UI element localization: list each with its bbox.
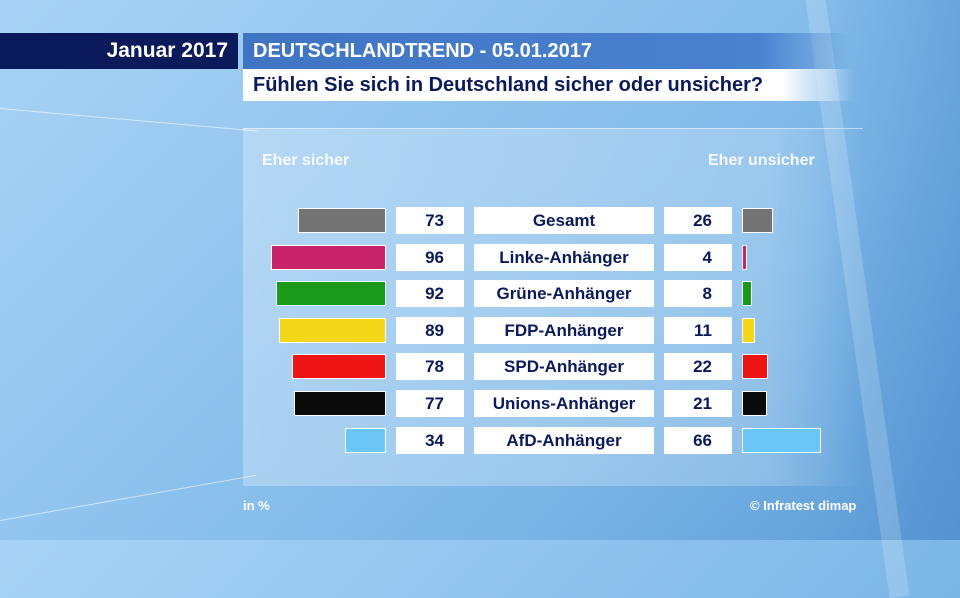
background-line [0, 474, 257, 521]
left-column-label: Eher sicher [262, 152, 350, 169]
value-sicher: 96 [396, 244, 464, 271]
chart-row: 78 SPD-Anhänger 22 [0, 353, 960, 380]
value-sicher: 89 [396, 317, 464, 344]
bar-sicher [292, 354, 386, 379]
bar-unsicher [742, 318, 756, 343]
chart-row: 89 FDP-Anhänger 11 [0, 317, 960, 344]
source-note: © Infratest dimap [750, 498, 857, 513]
bar-unsicher [742, 354, 769, 379]
value-unsicher: 8 [664, 280, 732, 307]
bar-unsicher [742, 281, 752, 306]
question-title: Fühlen Sie sich in Deutschland sicher od… [243, 69, 855, 101]
bar-sicher [270, 245, 386, 270]
bar-sicher [275, 281, 386, 306]
bar-unsicher [742, 208, 774, 233]
bar-sicher [279, 318, 386, 343]
chart-row: 77 Unions-Anhänger 21 [0, 390, 960, 417]
value-unsicher: 66 [664, 427, 732, 454]
value-sicher: 73 [396, 207, 464, 234]
bar-unsicher [742, 391, 768, 416]
value-sicher: 77 [396, 390, 464, 417]
background-line [0, 108, 260, 132]
value-unsicher: 4 [664, 244, 732, 271]
chart-row: 73 Gesamt 26 [0, 207, 960, 234]
chart-panel [243, 128, 863, 486]
chart-row: 34 AfD-Anhänger 66 [0, 427, 960, 454]
category-label: AfD-Anhänger [474, 427, 654, 454]
right-column-label: Eher unsicher [708, 152, 815, 169]
value-sicher: 34 [396, 427, 464, 454]
category-label: Gesamt [474, 207, 654, 234]
bar-sicher [345, 428, 386, 453]
value-sicher: 78 [396, 353, 464, 380]
value-sicher: 92 [396, 280, 464, 307]
value-unsicher: 11 [664, 317, 732, 344]
category-label: Unions-Anhänger [474, 390, 654, 417]
bar-unsicher [742, 245, 747, 270]
bar-sicher [293, 391, 386, 416]
unit-note: in % [243, 498, 270, 513]
category-label: Grüne-Anhänger [474, 280, 654, 307]
category-label: Linke-Anhänger [474, 244, 654, 271]
bar-unsicher [742, 428, 822, 453]
bar-sicher [298, 208, 386, 233]
category-label: FDP-Anhänger [474, 317, 654, 344]
date-label: Januar 2017 [0, 33, 238, 69]
chart-row: 92 Grüne-Anhänger 8 [0, 280, 960, 307]
value-unsicher: 21 [664, 390, 732, 417]
trend-title: DEUTSCHLANDTREND - 05.01.2017 [243, 33, 850, 69]
value-unsicher: 22 [664, 353, 732, 380]
chart-row: 96 Linke-Anhänger 4 [0, 244, 960, 271]
value-unsicher: 26 [664, 207, 732, 234]
category-label: SPD-Anhänger [474, 353, 654, 380]
